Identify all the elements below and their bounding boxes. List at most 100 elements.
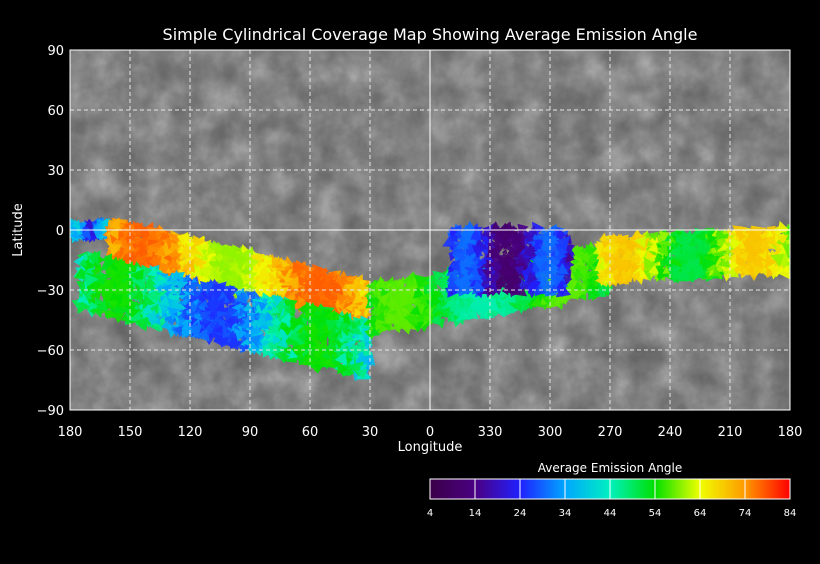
coverage-cell	[369, 297, 382, 309]
coverage-cell	[171, 269, 182, 279]
coverage-cell	[709, 256, 723, 273]
coverage-cell	[736, 254, 748, 269]
coverage-cell	[468, 311, 477, 320]
coverage-cell	[217, 285, 230, 296]
coverage-cell	[498, 299, 505, 306]
coverage-cell	[175, 280, 187, 291]
coverage-cell	[167, 259, 180, 270]
coverage-cell	[329, 293, 337, 302]
coverage-cell	[211, 287, 225, 301]
coverage-cell	[480, 274, 487, 282]
coverage-cell	[515, 276, 523, 284]
coverage-cell	[579, 247, 587, 255]
coverage-cell	[460, 265, 470, 276]
coverage-cell	[316, 308, 323, 315]
coverage-cell	[170, 256, 178, 263]
coverage-cell	[249, 334, 262, 348]
coverage-cell	[289, 305, 296, 312]
coverage-cell	[215, 260, 225, 269]
coverage-cell	[248, 257, 260, 269]
coverage-cell	[247, 324, 255, 332]
coverage-cell	[210, 270, 218, 278]
coverage-cell	[142, 294, 156, 308]
coverage-cell	[443, 291, 455, 304]
coverage-cell	[88, 230, 96, 238]
coverage-cell	[264, 311, 274, 322]
coverage-cell	[535, 285, 544, 293]
coverage-cell	[521, 264, 536, 277]
coverage-cell	[313, 276, 322, 284]
coverage-cell	[108, 291, 120, 301]
coverage-cell	[532, 233, 541, 242]
coverage-cell	[178, 248, 192, 259]
coverage-cell	[189, 293, 199, 304]
coverage-cell	[141, 264, 153, 277]
coverage-cell	[224, 335, 239, 351]
coverage-cell	[485, 232, 495, 242]
coverage-cell	[91, 290, 102, 301]
coverage-cell	[234, 329, 247, 342]
coverage-cell	[165, 274, 173, 283]
coverage-cell	[354, 319, 361, 327]
coverage-cell	[299, 312, 305, 319]
coverage-cell	[564, 276, 573, 285]
coverage-cell	[443, 311, 450, 318]
coverage-cell	[191, 277, 198, 283]
coverage-cell	[335, 276, 347, 288]
coverage-cell	[293, 315, 302, 325]
coverage-cell	[152, 247, 160, 254]
coverage-cell	[71, 219, 80, 230]
coverage-cell	[287, 330, 298, 342]
coverage-cell	[202, 274, 211, 285]
coverage-cell	[84, 273, 99, 288]
coverage-cell	[153, 244, 167, 257]
coverage-cell	[176, 233, 191, 248]
coverage-cell	[334, 352, 348, 366]
coverage-cell	[403, 293, 417, 306]
coverage-cell	[365, 280, 377, 292]
coverage-cell	[336, 292, 349, 306]
coverage-cell	[377, 294, 389, 307]
coverage-cell	[747, 234, 754, 242]
coverage-cell	[338, 315, 345, 323]
coverage-cell	[109, 309, 117, 319]
coverage-cell	[336, 332, 344, 340]
coverage-cell	[357, 351, 363, 359]
coverage-cell	[183, 313, 191, 320]
coverage-cell	[514, 253, 526, 264]
coverage-cell	[189, 324, 203, 337]
coverage-cell	[499, 263, 514, 278]
coverage-cell	[239, 307, 247, 316]
coverage-cell	[268, 273, 278, 282]
coverage-cell	[305, 301, 320, 317]
coverage-cell	[337, 362, 349, 374]
coverage-cell	[90, 269, 99, 277]
coverage-cell	[253, 283, 264, 292]
coverage-cell	[157, 262, 171, 276]
coverage-cell	[298, 296, 306, 305]
coverage-cell	[282, 345, 292, 355]
coverage-cell	[364, 288, 376, 299]
coverage-cell	[142, 256, 154, 266]
coverage-cell	[375, 323, 383, 331]
coverage-cell	[556, 262, 569, 275]
coverage-cell	[191, 316, 198, 325]
coverage-cell	[576, 264, 590, 278]
coverage-cell	[356, 369, 368, 380]
coverage-cell	[155, 284, 163, 293]
coverage-cell	[285, 276, 299, 290]
coverage-cell	[244, 344, 251, 350]
coverage-cell	[374, 310, 385, 322]
coverage-cell	[331, 273, 338, 280]
coverage-cell	[330, 335, 337, 342]
coverage-cell	[558, 246, 569, 258]
coverage-cell	[486, 259, 496, 269]
coverage-cell	[281, 326, 293, 336]
coverage-cell	[283, 304, 293, 314]
coverage-cell	[195, 327, 210, 342]
coverage-cell	[87, 223, 94, 229]
coverage-cell	[490, 249, 501, 259]
coverage-cell	[109, 217, 123, 231]
coverage-cell	[87, 298, 93, 305]
coverage-cell	[176, 310, 183, 317]
